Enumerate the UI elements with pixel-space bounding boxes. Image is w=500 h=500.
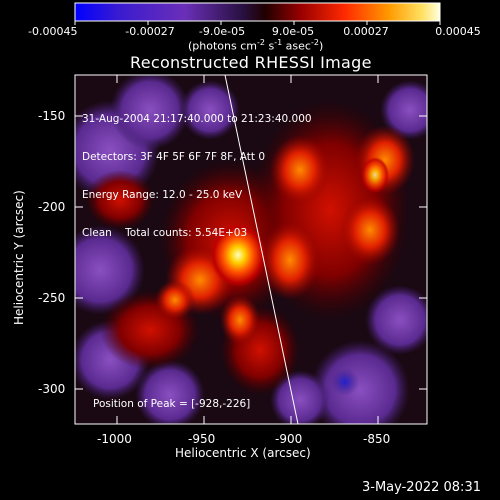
y-tick-label-1: -200 <box>38 200 66 214</box>
colorbar-units-end: asec <box>282 39 311 53</box>
colorbar-units-exp3: -2 <box>310 38 319 47</box>
colorbar-units-mid: s <box>264 39 275 53</box>
colorbar-label-5: 0.00045 <box>435 25 481 38</box>
info-time-range: 31-Aug-2004 21:17:40.000 to 21:23:40.000 <box>82 113 312 126</box>
info-block: 31-Aug-2004 21:17:40.000 to 21:23:40.000… <box>82 88 312 252</box>
y-axis-ticks <box>75 115 427 390</box>
date-stamp: 3-May-2022 08:31 <box>362 480 481 495</box>
colorbar-ticks <box>74 21 441 25</box>
colorbar-label-3: 9.0e-05 <box>271 25 315 38</box>
solar-limb-line <box>224 75 299 424</box>
y-tick-label-2: -250 <box>38 291 66 305</box>
colorbar-gradient <box>74 2 441 22</box>
colorbar <box>74 2 441 25</box>
colorbar-units-exp2: -1 <box>274 38 283 47</box>
info-energy: Energy Range: 12.0 - 25.0 keV <box>82 188 243 201</box>
plot-frame <box>74 74 428 425</box>
y-tick-label-3: -300 <box>38 382 66 396</box>
peak-position: Position of Peak = [-928,-226] <box>93 398 251 410</box>
x-tick-label-2: -900 <box>275 432 303 446</box>
x-tick-label-0: -1000 <box>97 432 132 446</box>
info-detectors: Detectors: 3F 4F 5F 6F 7F 8F, Att 0 <box>82 150 266 163</box>
x-axis-label: Heliocentric X (arcsec) <box>175 446 311 460</box>
x-axis-ticks <box>116 75 379 424</box>
y-tick-label-0: -150 <box>38 109 66 123</box>
heatmap <box>75 75 427 424</box>
x-tick-label-3: -850 <box>363 432 391 446</box>
x-tick-label-1: -950 <box>188 432 216 446</box>
colorbar-units-close: ) <box>318 39 324 53</box>
colorbar-label-2: -9.0e-05 <box>198 25 246 38</box>
colorbar-units: (photons cm-2 s-1 asec-2) <box>188 38 323 53</box>
colorbar-label-0: -0.00045 <box>28 25 78 38</box>
colorbar-units-text: (photons cm <box>188 39 257 53</box>
colorbar-label-1: -0.00027 <box>125 25 175 38</box>
y-axis-label: Heliocentric Y (arcsec) <box>12 190 26 325</box>
colorbar-label-4: 0.00027 <box>343 25 389 38</box>
colorbar-units-exp1: -2 <box>256 38 265 47</box>
plot-title: Reconstructed RHESSI Image <box>130 53 372 72</box>
info-clean: Clean Total counts: 5.54E+03 <box>82 226 248 239</box>
